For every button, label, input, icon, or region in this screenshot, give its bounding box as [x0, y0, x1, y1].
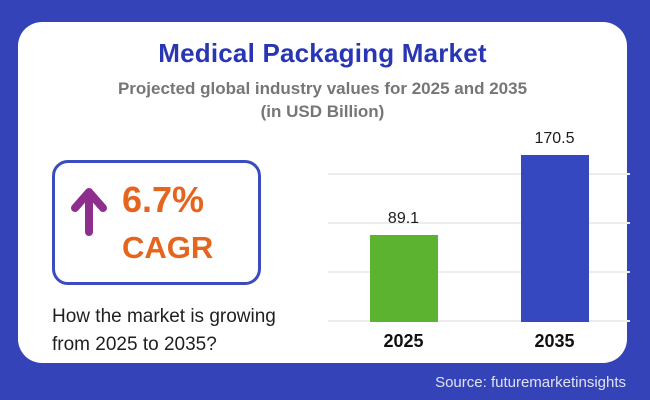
bar-column-2035: 170.5	[479, 126, 630, 322]
growth-note-line-1: How the market is growing	[52, 306, 276, 327]
x-tick-2035: 2035	[534, 331, 575, 351]
subtitle-line-2: (in USD Billion)	[260, 101, 385, 121]
subtitle-line-1: Projected global industry values for 202…	[117, 79, 528, 98]
cagr-box: 6.7% CAGR	[52, 160, 261, 285]
up-arrow-icon	[70, 186, 108, 241]
bar-value-label-2035: 170.5	[534, 129, 575, 147]
bar-column-2025: 89.1	[328, 126, 479, 322]
page-title: Medical Packaging Market	[158, 38, 487, 68]
x-tick-2025: 2025	[383, 331, 424, 351]
bar-2025	[369, 234, 438, 322]
gridline-50	[328, 271, 630, 273]
source-attribution: Source: futuremarketinsights	[435, 374, 626, 391]
content-card: Medical Packaging Market Projected globa…	[18, 22, 630, 363]
cagr-text: 6.7% CAGR	[122, 179, 214, 265]
bar-chart: 89.1 170.5 2025 2035	[328, 126, 630, 352]
bar-value-label-2025: 89.1	[387, 209, 420, 227]
growth-note: How the market is growing from 2025 to 2…	[52, 303, 276, 358]
gridline-150	[328, 173, 630, 175]
bar-2035	[520, 154, 589, 322]
cagr-label: CAGR	[122, 230, 214, 265]
bar-plot: 89.1 170.5	[328, 126, 630, 322]
growth-note-line-2: from 2025 to 2035?	[52, 333, 217, 355]
cagr-value: 6.7%	[122, 179, 205, 220]
chart-subtitle: Projected global industry values for 202…	[18, 78, 627, 124]
gridline-0	[328, 320, 630, 322]
x-axis-ticks: 2025 2035	[328, 331, 630, 352]
gridline-100	[328, 222, 630, 224]
